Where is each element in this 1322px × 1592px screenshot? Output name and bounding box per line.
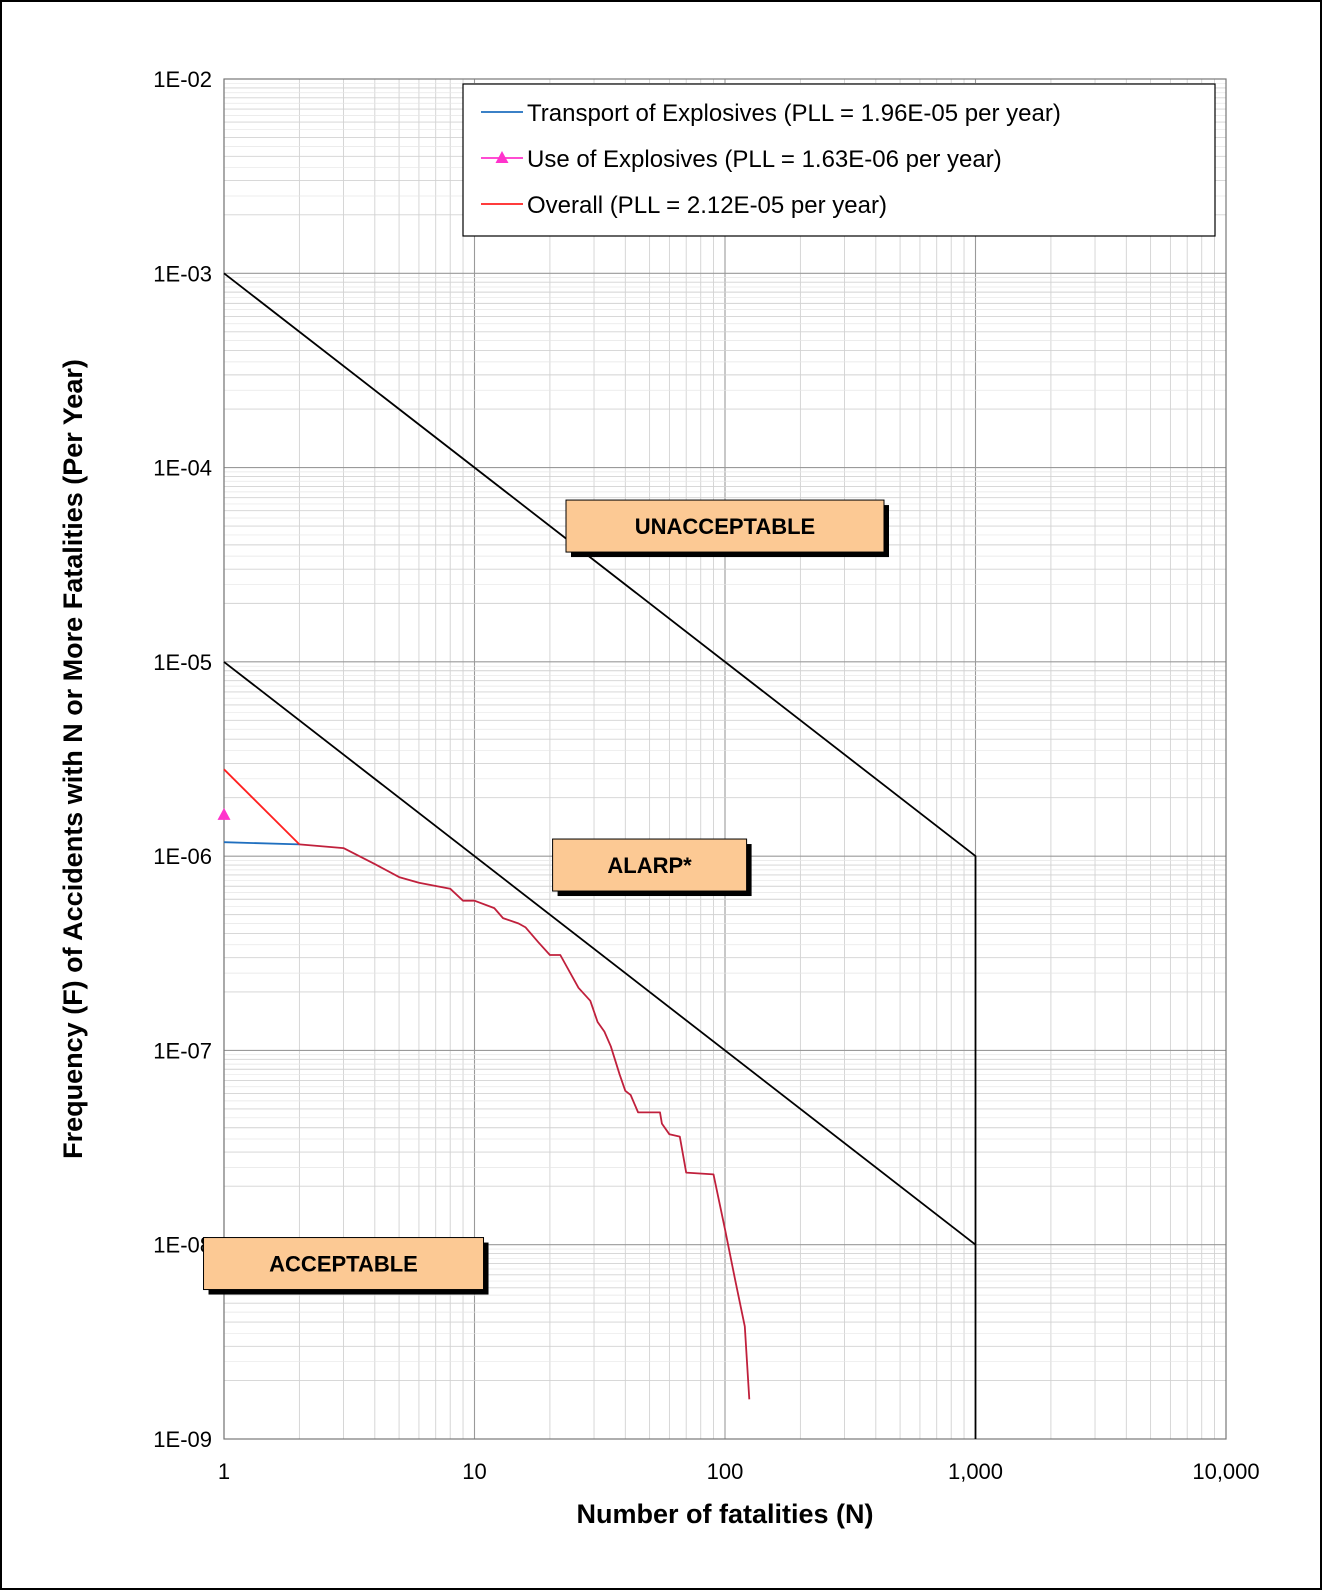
legend-label: Use of Explosives (PLL = 1.63E-06 per ye… [527, 146, 1002, 173]
legend-entry: Use of Explosives (PLL = 1.63E-06 per ye… [481, 146, 1002, 173]
region-label-background [552, 838, 748, 892]
y-axis-title: Frequency (F) of Accidents with N or Mor… [58, 359, 88, 1159]
x-tick-label: 1,000 [948, 1459, 1003, 1484]
x-axis-title: Number of fatalities (N) [576, 1499, 873, 1529]
series-line-0 [223, 841, 300, 846]
region-labels: UNACCEPTABLE ALARP* ACCEPTABLE [203, 499, 889, 1295]
legend-entry: Transport of Explosives (PLL = 1.96E-05 … [481, 100, 1061, 127]
region-label-background [203, 1237, 485, 1291]
region-label-text: UNACCEPTABLE [635, 514, 815, 539]
y-tick-label: 1E-04 [153, 456, 212, 481]
region-label-background [565, 499, 885, 553]
y-tick-label: 1E-05 [153, 650, 212, 675]
region-label-box: ALARP* [552, 838, 752, 897]
series-line-3 [299, 843, 751, 1400]
y-tick-label: 1E-03 [153, 261, 212, 286]
region-label-text: ALARP* [607, 853, 692, 878]
y-axis-ticks: 1E-02 1E-03 1E-04 1E-05 1E-06 1E-07 1E-08 1E-09 [153, 67, 212, 1452]
legend-label: Overall (PLL = 2.12E-05 per year) [527, 192, 887, 219]
region-label-box: UNACCEPTABLE [565, 499, 889, 558]
legend-marker [495, 151, 509, 163]
y-tick-label: 1E-06 [153, 844, 212, 869]
series-line-2 [223, 768, 301, 846]
series-layer [217, 272, 977, 1439]
y-tick-label: 1E-08 [153, 1233, 212, 1258]
region-label-box: ACCEPTABLE [203, 1237, 489, 1295]
legend-entry: Overall (PLL = 2.12E-05 per year) [481, 192, 887, 219]
legend-box [462, 83, 1216, 237]
region-label-text: ACCEPTABLE [269, 1252, 418, 1277]
x-tick-label: 1 [218, 1459, 230, 1484]
legend-label: Transport of Explosives (PLL = 1.96E-05 … [527, 100, 1061, 127]
x-tick-label: 100 [707, 1459, 744, 1484]
series-point-1 [217, 807, 231, 820]
y-tick-label: 1E-02 [153, 67, 212, 92]
grid [223, 79, 1226, 1440]
y-tick-label: 1E-09 [153, 1427, 212, 1452]
plot-area [223, 78, 1227, 1440]
x-tick-label: 10,000 [1192, 1459, 1259, 1484]
y-tick-label: 1E-07 [153, 1038, 212, 1063]
legend: Transport of Explosives (PLL = 1.96E-05 … [462, 83, 1216, 237]
x-tick-label: 10 [462, 1459, 486, 1484]
series-line-5 [223, 661, 977, 1246]
x-axis-ticks: 1 10 100 1,000 10,000 [218, 1459, 1260, 1484]
